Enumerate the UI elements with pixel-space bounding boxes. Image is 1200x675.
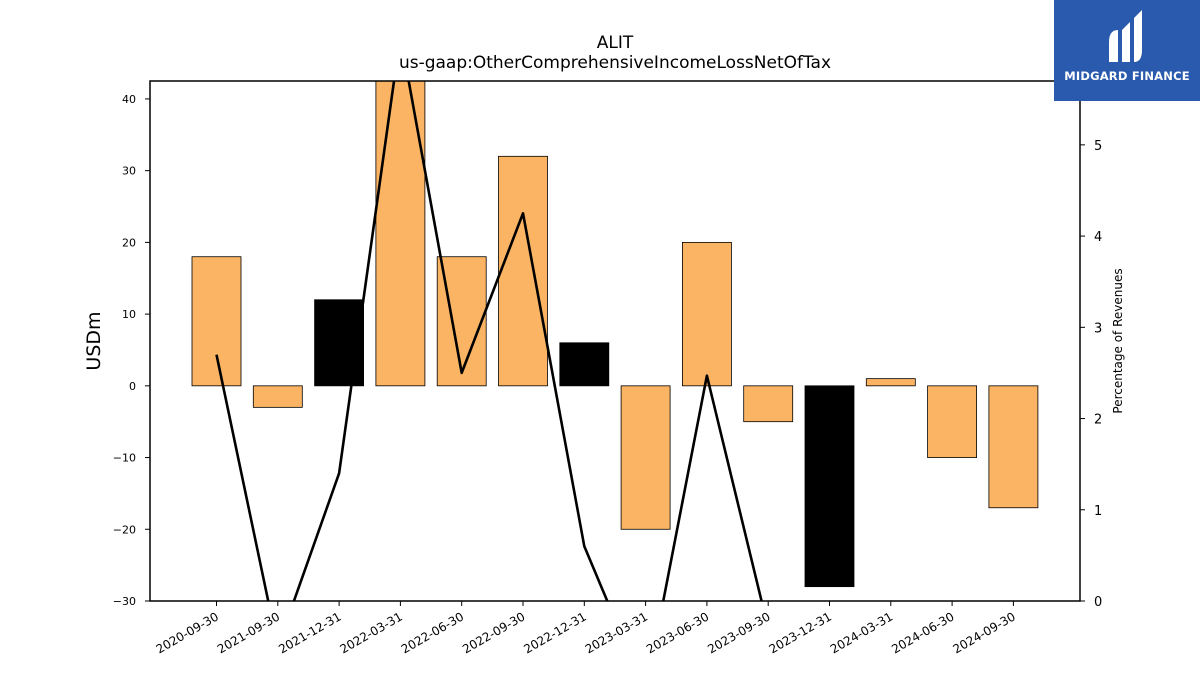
y-tick-label: −10	[113, 452, 136, 465]
y2-tick-label: 4	[1094, 230, 1102, 245]
x-tick-label: 2022-12-31	[521, 609, 588, 656]
y2-axis-label: Percentage of Revenues	[1111, 268, 1125, 413]
bar-2021-12-31	[314, 299, 365, 387]
x-tick-label: 2023-03-31	[583, 609, 650, 656]
y-tick-label: 10	[122, 308, 136, 321]
x-tick-label: 2021-09-30	[215, 609, 282, 656]
y-tick-label: 20	[122, 236, 136, 249]
bar-2022-12-31	[559, 342, 610, 387]
brand-logo: MIDGARD FINANCE	[1054, 0, 1200, 101]
y-tick-label: −20	[113, 523, 136, 536]
x-tick-label: 2022-06-30	[399, 609, 466, 656]
y-tick-label: 0	[129, 380, 136, 393]
y-tick-label: 30	[122, 165, 136, 178]
bar-2024-06-30	[927, 385, 977, 458]
y-tick-label: 40	[122, 93, 136, 106]
midgard-logo-icon	[1109, 10, 1142, 62]
bar-2021-09-30	[252, 385, 303, 408]
bar-2023-12-31	[804, 385, 855, 588]
bar-2020-09-30	[191, 256, 242, 387]
plot-frame	[149, 80, 1081, 602]
y2-tick-label: 0	[1094, 595, 1102, 610]
chart-subtitle: us-gaap:OtherComprehensiveIncomeLossNetO…	[398, 53, 832, 73]
x-tick-label: 2022-03-31	[337, 609, 404, 656]
bar-2023-06-30	[682, 241, 732, 387]
y2-tick-label: 2	[1094, 413, 1102, 428]
y2-tick-label: 5	[1094, 139, 1102, 154]
y2-tick-label: 1	[1094, 504, 1102, 519]
bar-2023-03-31	[620, 385, 671, 530]
y2-tick-label: 3	[1094, 321, 1102, 336]
bar-2022-06-30	[436, 256, 487, 387]
bar-2024-09-30	[988, 385, 1039, 509]
x-tick-label: 2020-09-30	[154, 609, 221, 656]
bar-2022-09-30	[498, 155, 548, 387]
x-tick-label: 2023-06-30	[644, 609, 711, 656]
x-tick-label: 2022-09-30	[460, 609, 527, 656]
bar-2024-03-31	[865, 378, 916, 387]
logo-text: MIDGARD FINANCE	[1064, 69, 1190, 83]
y-axis-label: USDm	[83, 311, 105, 370]
x-tick-label: 2024-09-30	[950, 609, 1017, 656]
x-tick-label: 2023-09-30	[705, 609, 772, 656]
x-tick-label: 2023-12-31	[767, 609, 834, 656]
x-tick-label: 2024-06-30	[889, 609, 956, 656]
chart-title: ALIT	[596, 33, 634, 53]
y-tick-label: −30	[113, 595, 136, 608]
x-tick-label: 2024-03-31	[828, 609, 895, 656]
x-tick-label: 2021-12-31	[276, 609, 343, 656]
bar-2023-09-30	[743, 385, 794, 423]
